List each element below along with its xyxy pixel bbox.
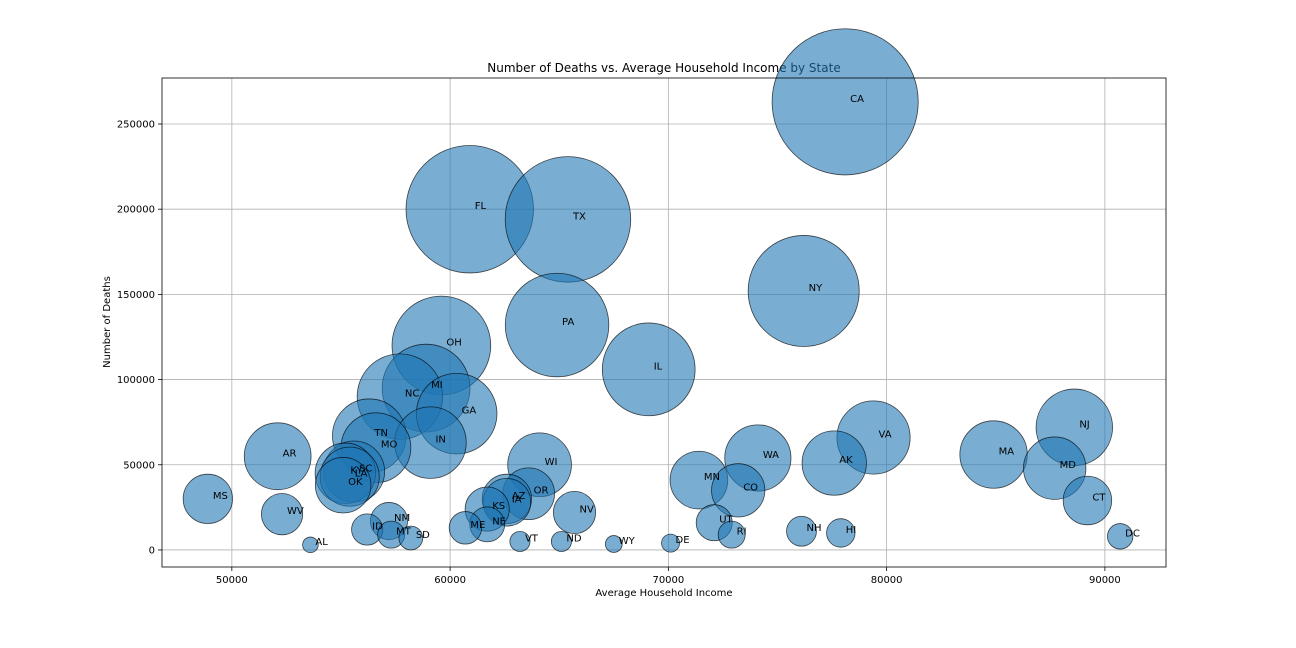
point-label-in: IN: [435, 435, 445, 446]
point-label-nc: NC: [405, 389, 419, 400]
point-label-ar: AR: [283, 448, 297, 459]
bubble-ak: [801, 430, 867, 496]
y-axis-ticks: 0 50000 100000 150000 200000 250000: [117, 120, 162, 556]
bubble-al: [302, 536, 319, 554]
point-label-oh: OH: [446, 338, 461, 349]
bubble-tx: [504, 156, 632, 283]
bubble-wy: [604, 535, 623, 553]
point-label-md: MD: [1060, 460, 1077, 471]
point-label-ne: NE: [492, 516, 506, 527]
point-label-de: DE: [676, 535, 690, 546]
point-label-fl: FL: [475, 201, 487, 212]
bubble-de: [661, 533, 680, 553]
x-tick-label: 50000: [216, 575, 248, 586]
bubble-nv: [552, 490, 597, 535]
bubble-co: [711, 463, 766, 518]
y-axis-label: Number of Deaths: [102, 276, 113, 368]
point-label-il: IL: [654, 361, 663, 372]
point-label-nv: NV: [580, 504, 594, 515]
bubble-pa: [504, 272, 610, 378]
bubble-ca: [771, 28, 919, 176]
point-label-mo: MO: [381, 440, 398, 451]
point-label-vt: VT: [525, 533, 539, 544]
x-tick-label: 60000: [434, 575, 466, 586]
point-label-tx: TX: [572, 211, 586, 222]
bubble-ny: [747, 235, 860, 347]
bubble-me: [448, 511, 483, 545]
bubble-ma: [959, 420, 1028, 489]
point-label-az: AZ: [512, 491, 526, 502]
point-label-pa: PA: [562, 317, 574, 328]
bubble-wv: [260, 493, 304, 536]
bubble-ct: [1062, 475, 1113, 526]
point-label-ky: KY: [350, 465, 363, 476]
y-tick-label: 250000: [117, 120, 155, 131]
point-label-tn: TN: [373, 428, 388, 439]
x-axis-ticks: 50000 60000 70000 80000 90000: [216, 567, 1121, 586]
point-label-id: ID: [372, 522, 383, 533]
x-tick-label: 70000: [652, 575, 684, 586]
point-label-ks: KS: [492, 501, 505, 512]
point-label-ok: OK: [348, 477, 363, 488]
bubble-nh: [786, 515, 817, 547]
point-label-or: OR: [534, 486, 549, 497]
x-axis-label: Average Household Income: [595, 588, 732, 599]
point-label-wa: WA: [763, 450, 779, 461]
point-label-ga: GA: [462, 406, 477, 417]
point-label-mn: MN: [704, 472, 720, 483]
point-label-ny: NY: [809, 283, 823, 294]
y-tick-label: 150000: [117, 290, 155, 301]
point-label-nm: NM: [394, 513, 410, 524]
point-label-wi: WI: [545, 457, 558, 468]
point-label-me: ME: [470, 520, 485, 531]
bubble-hi: [826, 518, 856, 548]
plot-area-frame: [161, 77, 1167, 568]
point-label-ut: UT: [719, 515, 733, 526]
bubble-vt: [509, 530, 531, 552]
point-label-sd: SD: [416, 530, 430, 541]
point-label-va: VA: [879, 430, 892, 441]
point-label-wv: WV: [287, 506, 304, 517]
point-label-nj: NJ: [1079, 419, 1089, 430]
x-tick-label: 80000: [871, 575, 903, 586]
point-label-al: AL: [315, 537, 328, 548]
point-label-ca: CA: [850, 94, 864, 105]
bubble-ar: [243, 422, 312, 491]
point-label-nh: NH: [807, 523, 822, 534]
bubble-ri: [717, 520, 746, 549]
bubble-ms: [182, 473, 233, 524]
point-label-sc: SC: [359, 464, 372, 475]
point-label-ri: RI: [737, 527, 747, 538]
point-label-mt: MT: [396, 527, 412, 538]
point-label-nd: ND: [566, 533, 581, 544]
point-label-ma: MA: [999, 447, 1015, 458]
point-label-ms: MS: [213, 491, 228, 502]
y-tick-label: 200000: [117, 205, 155, 216]
y-tick-label: 50000: [123, 460, 155, 471]
point-label-wy: WY: [619, 536, 636, 547]
point-label-co: CO: [743, 482, 758, 493]
y-tick-label: 0: [149, 545, 155, 556]
bubble-dc: [1107, 523, 1134, 550]
point-label-ct: CT: [1092, 493, 1106, 504]
bubble-il: [601, 322, 696, 417]
point-label-mi: MI: [431, 380, 443, 391]
point-label-dc: DC: [1125, 528, 1140, 539]
x-tick-label: 90000: [1089, 575, 1121, 586]
point-labels: CA FL TX NY PA OH IL MI NC GA NJ TN VA IN MO MA AR WA AK WI…: [213, 94, 1140, 548]
bubbles: [182, 28, 1134, 554]
chart-title: Number of Deaths vs. Average Household I…: [487, 61, 840, 75]
point-label-la: LA: [355, 469, 368, 480]
point-label-ak: AK: [839, 455, 853, 466]
y-tick-label: 100000: [117, 375, 155, 386]
bubble-sd: [398, 525, 424, 551]
grid: [162, 78, 1166, 567]
point-label-ia: IA: [512, 494, 522, 505]
bubble-ok: [314, 457, 372, 514]
bubble-nd: [550, 530, 572, 552]
point-label-hi: HI: [846, 525, 856, 536]
